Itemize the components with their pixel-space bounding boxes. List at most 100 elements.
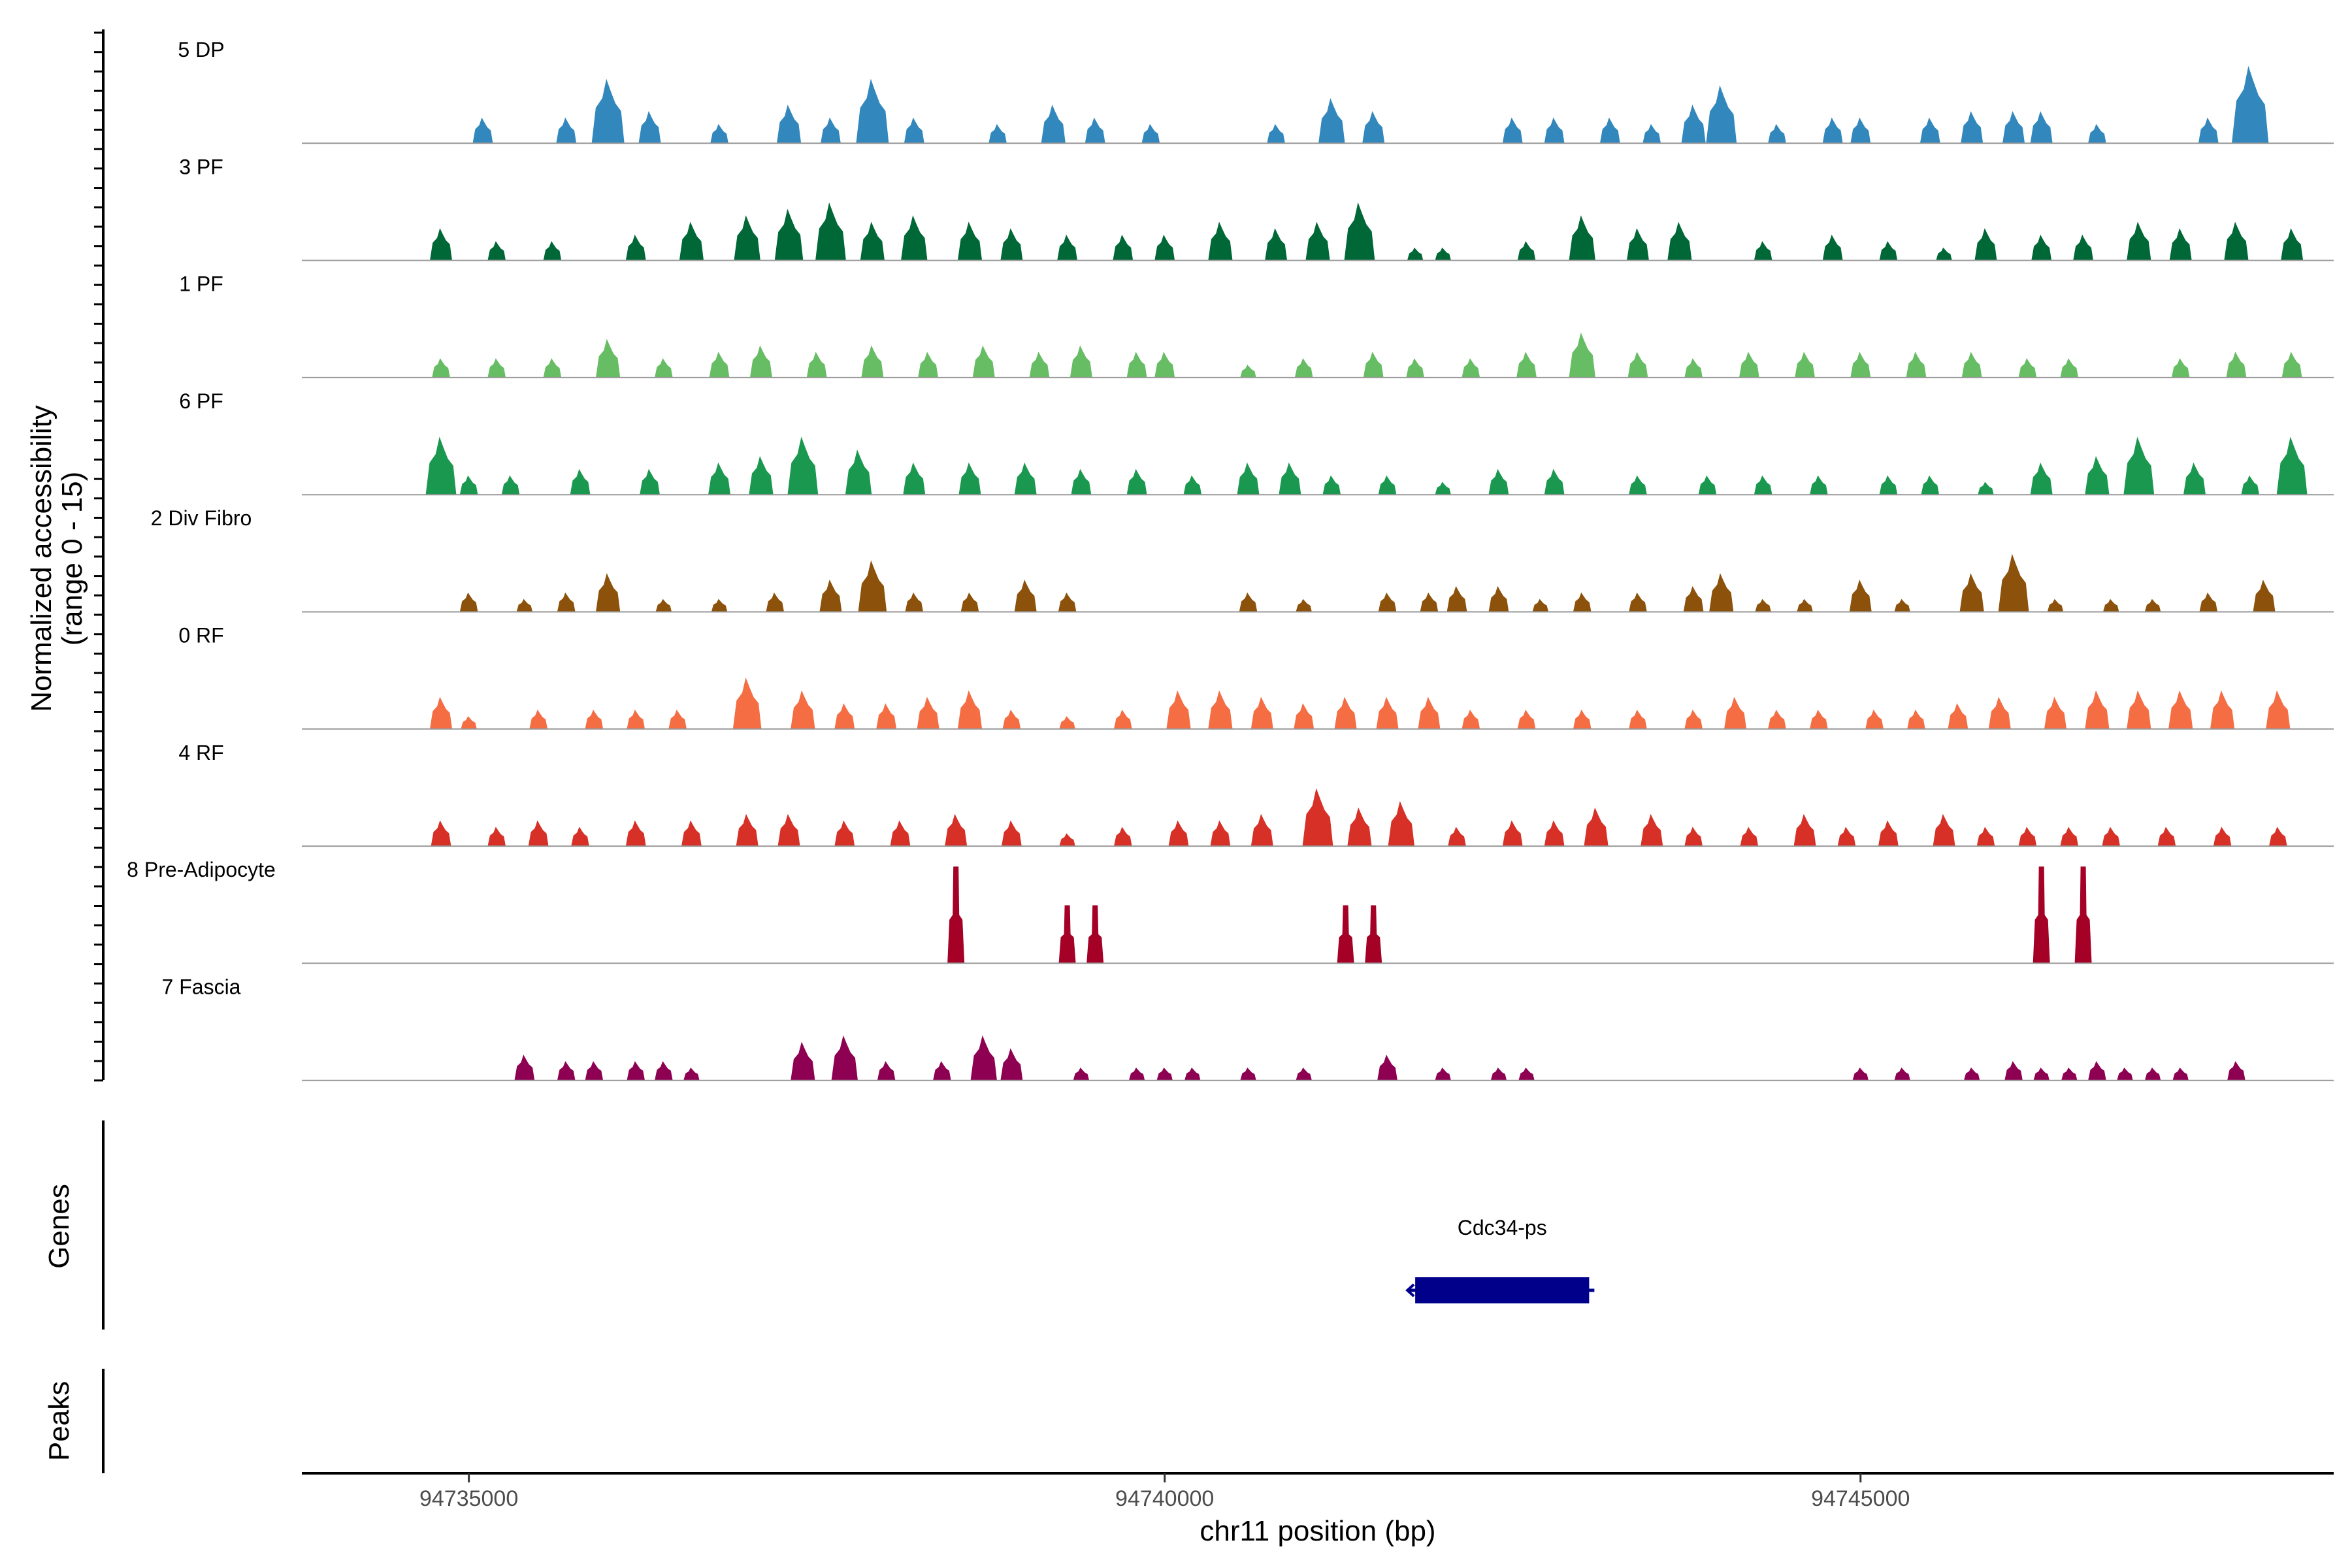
track-8-pre-adipocyte: 8 Pre-Adipocyte: [127, 858, 2334, 964]
accessibility-peak: [487, 826, 506, 847]
coverage-y-ticks: [94, 31, 103, 1082]
accessibility-peak: [2073, 235, 2093, 261]
accessibility-peak: [1544, 820, 1565, 847]
accessibility-peak: [1667, 221, 1692, 261]
accessibility-peak: [681, 820, 702, 847]
accessibility-peak: [1347, 807, 1372, 847]
accessibility-peak: [791, 1041, 815, 1081]
track-label: 5 DP: [178, 38, 224, 61]
accessibility-peak: [2199, 592, 2218, 612]
accessibility-peak: [845, 449, 872, 495]
accessibility-peak: [1684, 358, 1703, 378]
accessibility-peak: [2172, 1067, 2189, 1081]
track-3-pf: 3 PF: [179, 155, 2334, 261]
accessibility-peak: [487, 358, 506, 378]
accessibility-peak: [1626, 228, 1649, 261]
accessibility-peak: [557, 592, 576, 612]
accessibility-peak: [957, 690, 983, 729]
accessibility-peak: [1126, 351, 1147, 378]
accessibility-peak: [1446, 586, 1467, 612]
coverage-tracks: 5 DP 3 PF 1 PF 6 PF 2 Div Fibro 0 RF 4 RF 8 Pre…: [127, 38, 2334, 1081]
accessibility-peak: [856, 78, 889, 144]
accessibility-peak: [1573, 710, 1592, 729]
accessibility-peak: [1057, 235, 1077, 261]
accessibility-peak: [1279, 462, 1301, 495]
accessibility-peak: [710, 123, 728, 144]
peaks-track-label: Peaks: [43, 1381, 75, 1461]
track-label: 1 PF: [179, 272, 223, 296]
accessibility-peak: [1420, 592, 1439, 612]
accessibility-peak: [1683, 586, 1704, 612]
accessibility-peak: [901, 215, 928, 261]
accessibility-peak: [1058, 905, 1076, 964]
accessibility-peak: [2044, 696, 2066, 729]
accessibility-peak: [1490, 1067, 1507, 1081]
accessibility-peak: [1629, 592, 1647, 612]
accessibility-peak: [1237, 462, 1260, 495]
track-label: 4 RF: [178, 741, 223, 764]
track-7-fascia: 7 Fascia: [162, 975, 2334, 1081]
track-2-div-fibro: 2 Div Fibro: [151, 506, 2334, 613]
accessibility-peak: [1113, 826, 1132, 847]
accessibility-peak: [1418, 696, 1441, 729]
accessibility-peak: [1517, 710, 1536, 729]
accessibility-peak: [2060, 826, 2079, 847]
accessibility-peak: [2169, 228, 2192, 261]
accessibility-peak: [1907, 710, 1925, 729]
y-axis-title: Normalized accessibility: [25, 405, 57, 711]
accessibility-peak: [1250, 813, 1273, 847]
accessibility-peak: [2168, 690, 2193, 729]
accessibility-peak: [821, 117, 841, 144]
accessibility-peak: [970, 1035, 997, 1081]
track-label: 7 Fascia: [162, 975, 241, 998]
x-tick-label: 94740000: [1115, 1486, 1214, 1511]
accessibility-peak: [806, 351, 827, 378]
accessibility-peak: [1795, 351, 1815, 378]
accessibility-peak: [655, 1061, 673, 1081]
accessibility-peak: [461, 716, 477, 729]
accessibility-peak: [2018, 826, 2037, 847]
accessibility-peak: [957, 221, 983, 261]
accessibility-peak: [1978, 482, 1994, 495]
accessibility-peak: [1363, 351, 1384, 378]
accessibility-peak: [655, 358, 673, 378]
accessibility-peak: [432, 358, 450, 378]
x-axis-ticks: 94735000 94740000 94745000: [419, 1473, 1910, 1511]
accessibility-peak: [958, 462, 981, 495]
accessibility-peak: [1294, 703, 1315, 729]
accessibility-peak: [1698, 475, 1717, 495]
accessibility-peak: [2157, 826, 2176, 847]
accessibility-peak: [655, 598, 672, 612]
accessibility-peak: [918, 351, 938, 378]
accessibility-peak: [1029, 351, 1050, 378]
accessibility-peak: [774, 208, 804, 261]
accessibility-peak: [2127, 221, 2151, 261]
accessibility-peak: [903, 462, 926, 495]
accessibility-peak: [472, 117, 493, 144]
accessibility-peak: [1462, 358, 1480, 378]
accessibility-peak: [2183, 462, 2206, 495]
accessibility-peak: [1296, 1067, 1312, 1081]
accessibility-peak: [1919, 117, 1940, 144]
accessibility-peak: [1936, 247, 1952, 261]
accessibility-peak: [1961, 110, 1984, 144]
accessibility-peak: [890, 820, 911, 847]
accessibility-peak: [1629, 475, 1647, 495]
accessibility-peak: [2085, 456, 2110, 495]
accessibility-peak: [1684, 710, 1703, 729]
accessibility-peak: [1014, 580, 1037, 612]
accessibility-peak: [1000, 1048, 1023, 1081]
track-5-dp: 5 DP: [178, 38, 2334, 144]
accessibility-peak: [877, 1061, 896, 1081]
accessibility-peak: [1544, 117, 1565, 144]
track-label: 8 Pre-Adipocyte: [127, 858, 276, 881]
accessibility-peak: [1001, 820, 1022, 847]
accessibility-peak: [972, 345, 995, 378]
accessibility-peak: [749, 345, 772, 378]
accessibility-peak: [904, 117, 924, 144]
accessibility-peak: [1810, 475, 1828, 495]
accessibility-peak: [640, 468, 660, 495]
accessibility-peak: [585, 710, 604, 729]
accessibility-peak: [2253, 580, 2276, 612]
